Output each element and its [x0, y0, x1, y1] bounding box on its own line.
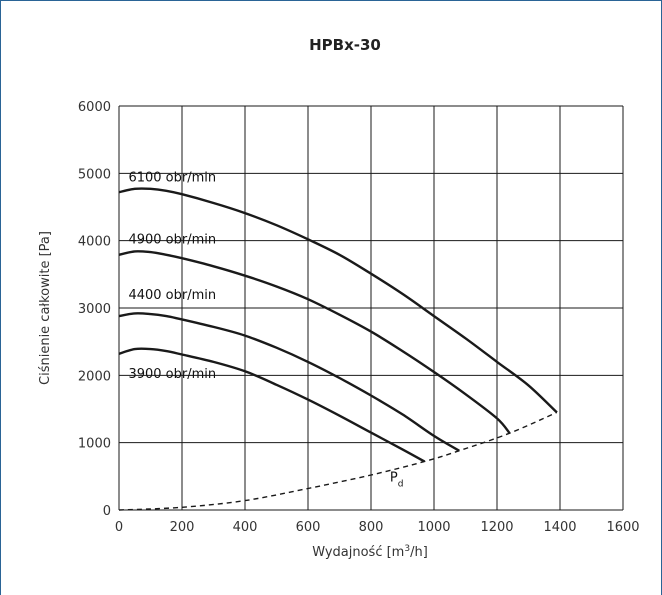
x-tick-label: 0 [115, 520, 123, 535]
x-tick-label: 1400 [543, 520, 576, 535]
grid [118, 105, 624, 511]
y-tick-label: 4000 [78, 235, 111, 250]
x-tick-label: 400 [233, 520, 258, 535]
y-tick-label: 6000 [78, 100, 111, 115]
x-tick-label: 600 [296, 520, 321, 535]
x-tick-label: 800 [359, 520, 384, 535]
frame-left-border [0, 0, 1, 595]
series-label-4900-obr-min: 4900 obr/min [128, 232, 216, 247]
y-tick-label: 5000 [78, 167, 111, 182]
tick-labels: 0 200 400 600 800 1000 1200 1400 1600 0 1000 2000 30… [78, 100, 640, 535]
series-labels: 6100 obr/min 4900 obr/min 4400 obr/min 3900… [128, 170, 403, 489]
series-line-pd [118, 411, 558, 511]
x-tick-label: 200 [170, 520, 195, 535]
y-tick-label: 0 [103, 504, 111, 519]
x-tick-label: 1200 [480, 520, 513, 535]
series-line-3900-obr-min [118, 347, 426, 463]
series-line-6100-obr-min [118, 187, 558, 414]
series-label-4400-obr-min: 4400 obr/min [128, 288, 216, 303]
series-label-3900-obr-min: 3900 obr/min [128, 367, 216, 382]
series-line-4400-obr-min [118, 312, 460, 452]
y-tick-label: 2000 [78, 369, 111, 384]
y-axis-label: Ciśnienie całkowite [Pa] [38, 231, 53, 385]
chart-title: HPBx-30 [309, 36, 381, 54]
x-tick-label: 1600 [606, 520, 639, 535]
frame-top-border [0, 0, 662, 1]
x-tick-label: 1000 [417, 520, 450, 535]
y-tick-label: 3000 [78, 302, 111, 317]
series-line-4900-obr-min [118, 250, 511, 434]
x-axis-label: Wydajność [m3/h] [312, 544, 428, 560]
series-curves [118, 187, 558, 511]
y-tick-label: 1000 [78, 437, 111, 452]
series-label-6100-obr-min: 6100 obr/min [128, 170, 216, 185]
series-label-pd: Pd [390, 471, 404, 490]
